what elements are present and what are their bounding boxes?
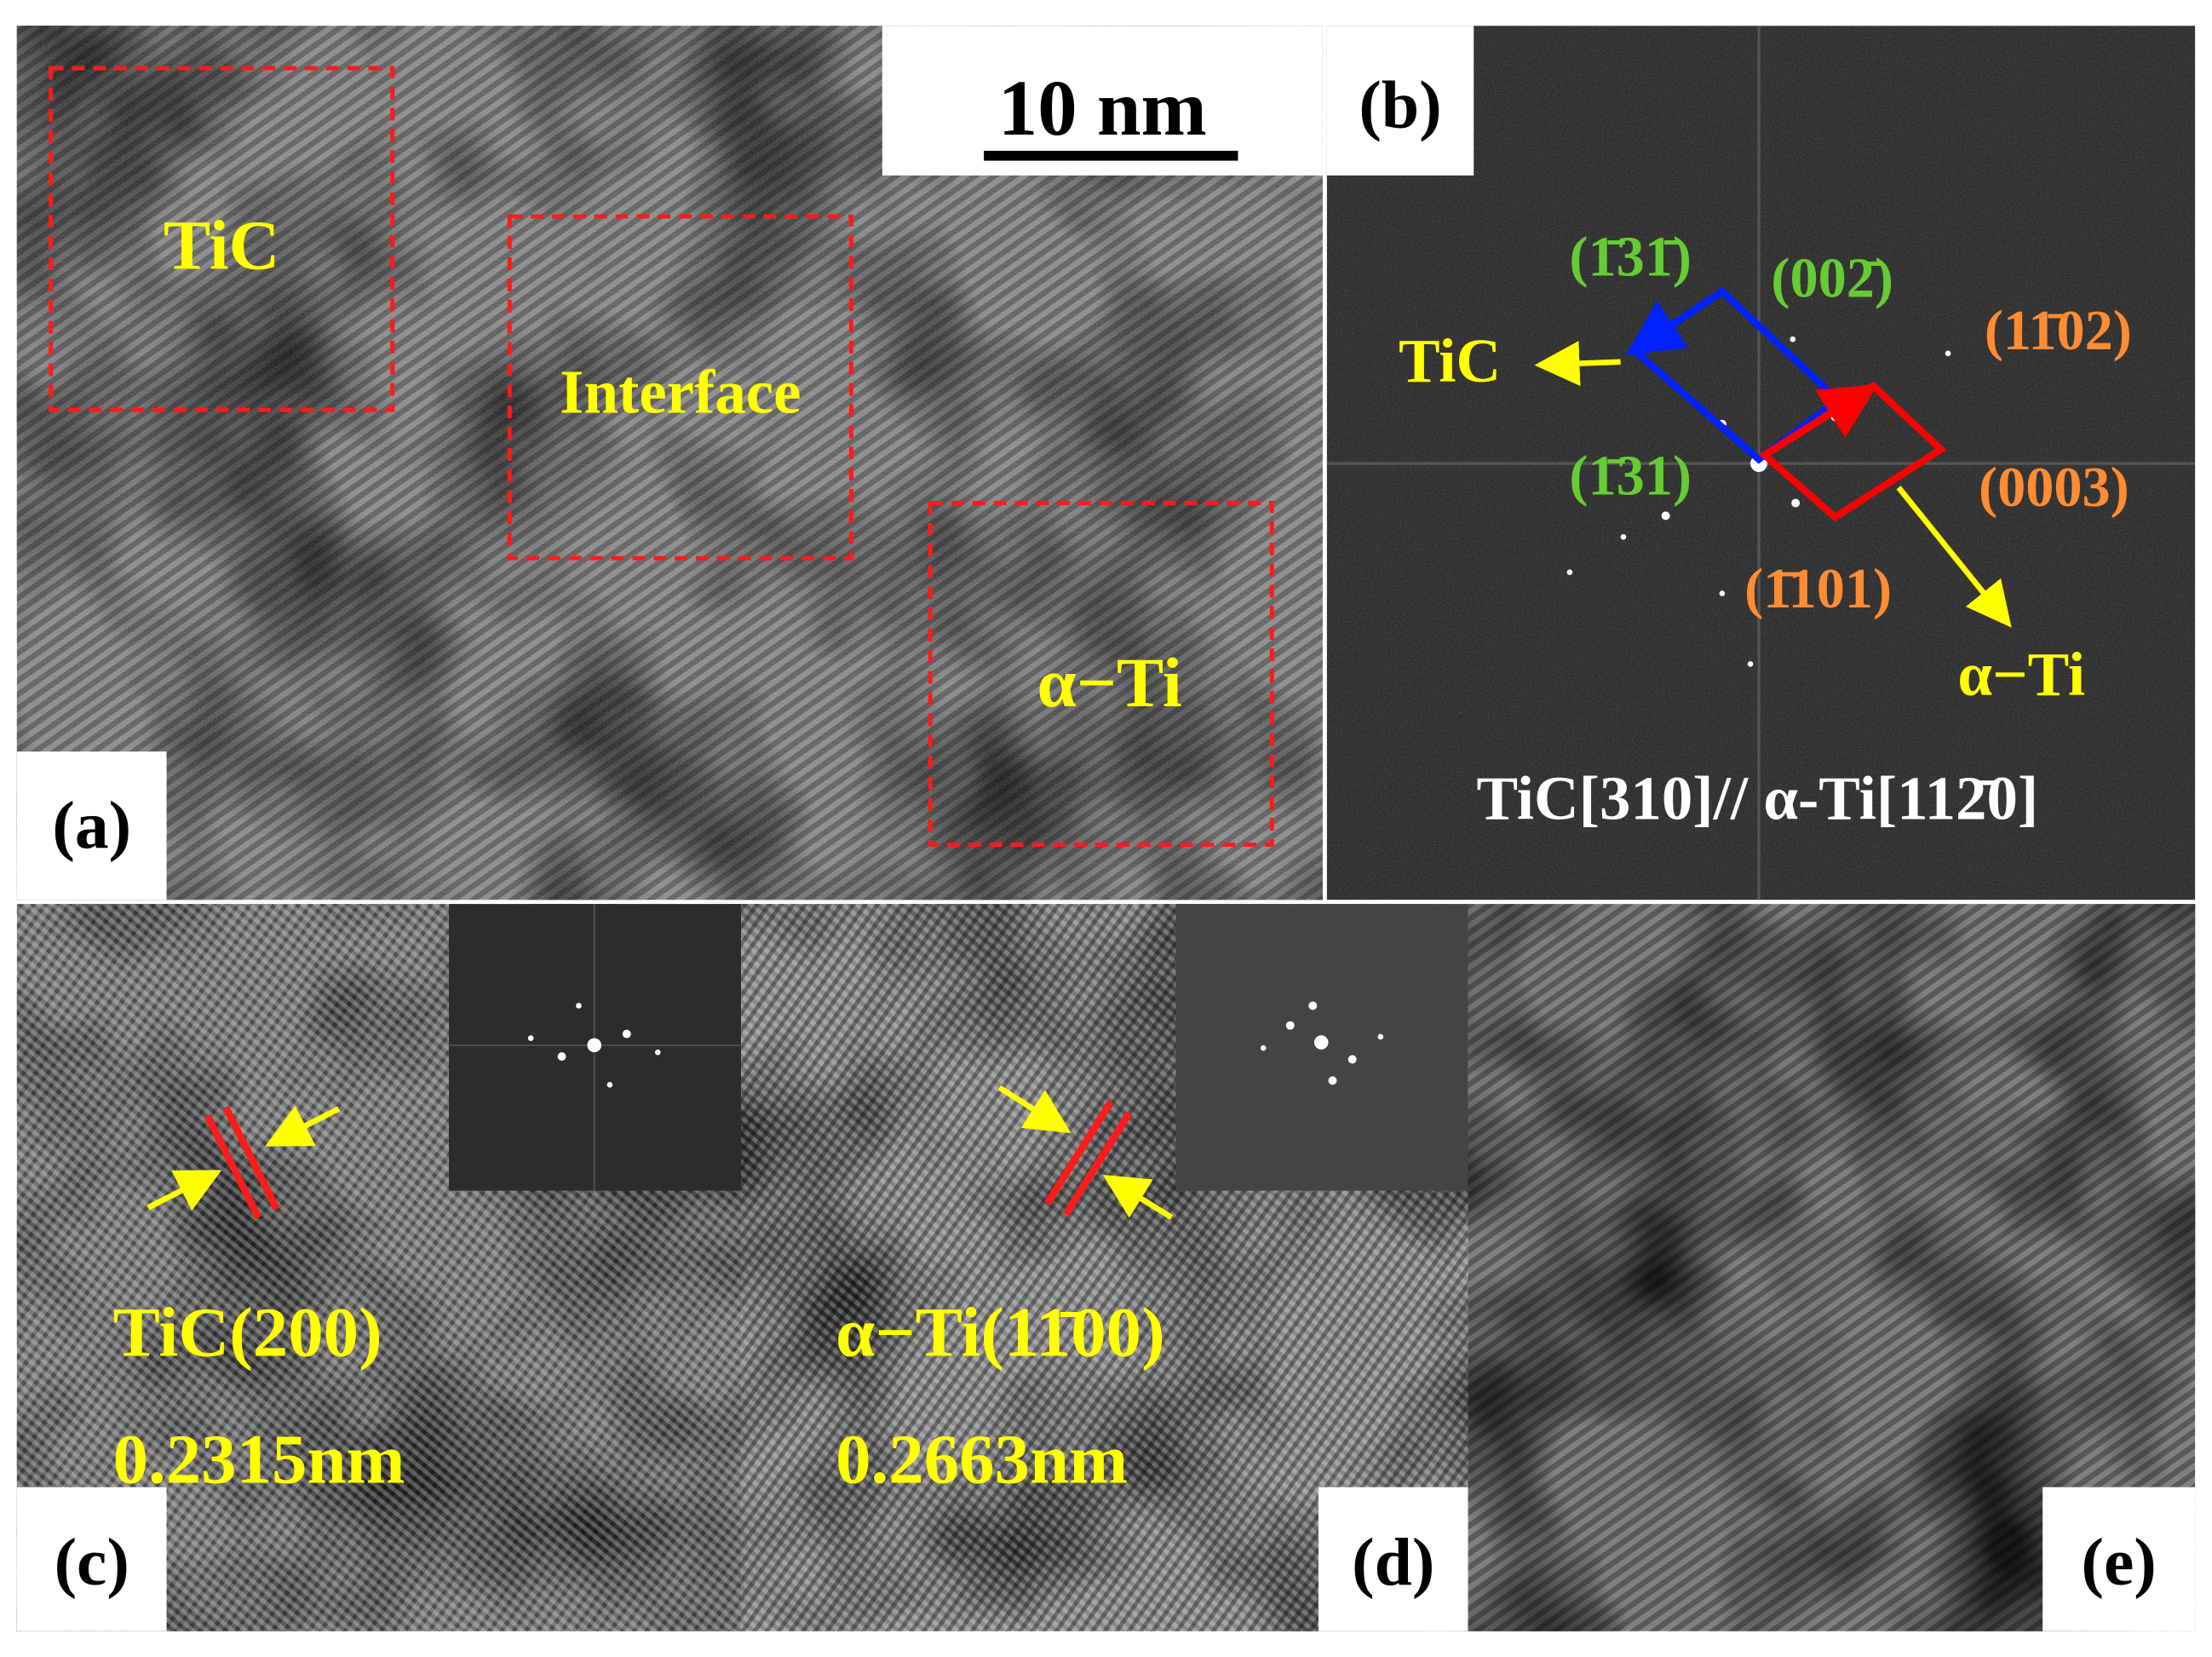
- panel-label: (a): [52, 788, 131, 863]
- panel-a: 10 nm (a) TiC Interface α−Ti: [16, 26, 1323, 900]
- spacing-label: 0.2663nm: [836, 1420, 1128, 1499]
- spot-label: (11̄02): [1985, 300, 2132, 362]
- spot-label: (1̄31): [1569, 446, 1692, 508]
- region-label: TiC: [164, 205, 280, 284]
- phase-label: α−Ti: [1957, 640, 2085, 709]
- spacing-label: 0.2315nm: [113, 1420, 405, 1499]
- spot-label: (002̄): [1771, 248, 1893, 310]
- spot-label: (1̄101): [1744, 558, 1892, 620]
- panel-label: (b): [1359, 68, 1441, 143]
- plane-label: α−Ti(11̄00): [836, 1293, 1165, 1372]
- orientation: TiC[310]// α-Ti[112̄0]: [1476, 764, 2038, 833]
- plane-label: TiC(200): [113, 1293, 382, 1372]
- scale-bar: 10 nm: [998, 65, 1207, 152]
- panel-e: (e): [1468, 904, 2196, 1631]
- panel-label: (d): [1352, 1525, 1434, 1600]
- spot-label: (0003): [1979, 457, 2129, 519]
- panel-b: (b) (1̄31̄) (002̄) (11̄02) (1̄31) (0003)…: [1326, 26, 2196, 900]
- panel-label: (c): [55, 1525, 129, 1600]
- panel-c: TiC(200) 0.2315nm (c): [16, 904, 742, 1631]
- panel-d: α−Ti(11̄00) 0.2663nm (d): [741, 904, 1468, 1631]
- region-label: Interface: [560, 357, 801, 426]
- phase-label: TiC: [1399, 326, 1501, 395]
- spot-label: (1̄31̄): [1569, 227, 1692, 289]
- panel-label: (e): [2081, 1525, 2156, 1600]
- region-label: α−Ti: [1037, 643, 1182, 722]
